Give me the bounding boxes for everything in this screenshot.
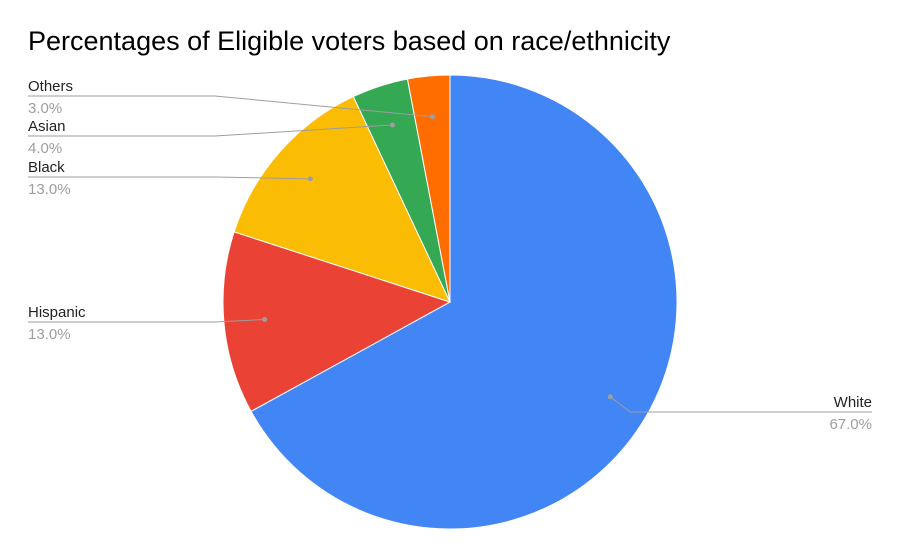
leader-line-white xyxy=(609,396,872,413)
pie-slice-others xyxy=(406,74,451,303)
leader-line-black xyxy=(28,176,311,180)
slice-value-others: 3.0% xyxy=(28,100,62,117)
slice-value-asian: 4.0% xyxy=(28,140,62,157)
leader-line-others xyxy=(28,95,433,118)
chart-title: Percentages of Eligible voters based on … xyxy=(28,26,671,56)
slice-value-white: 67.0% xyxy=(829,416,872,433)
leader-dot-hispanic xyxy=(262,317,268,323)
leader-dot-black xyxy=(307,176,313,182)
slice-label-others: Others xyxy=(28,78,73,95)
leader-line-asian xyxy=(28,124,393,137)
slice-labels: White 67.0% Hispanic 13.0% Black 13.0% Asian 4.… xyxy=(28,78,872,433)
slice-label-white: White xyxy=(834,394,872,411)
pie-slices xyxy=(222,74,678,530)
slice-label-hispanic: Hispanic xyxy=(28,304,86,321)
slice-label-black: Black xyxy=(28,159,65,176)
slice-label-asian: Asian xyxy=(28,118,66,135)
pie-slice-white xyxy=(250,74,678,530)
leader-dot-white xyxy=(607,394,613,400)
pie-slice-black xyxy=(233,95,451,303)
slice-value-hispanic: 13.0% xyxy=(28,326,71,343)
leader-line-hispanic xyxy=(28,319,265,323)
leader-dot-asian xyxy=(389,122,395,128)
slice-value-black: 13.0% xyxy=(28,181,71,198)
pie-slice-hispanic xyxy=(222,231,452,413)
leader-dot-others xyxy=(429,114,435,120)
